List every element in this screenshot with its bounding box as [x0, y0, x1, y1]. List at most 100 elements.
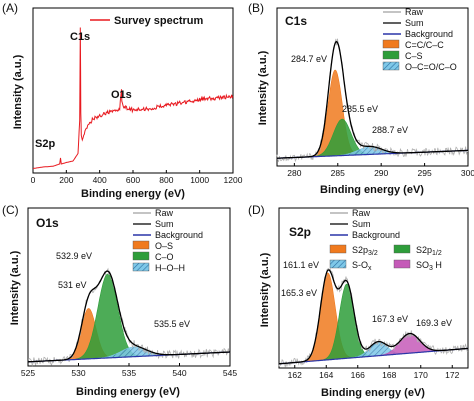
legend-b-4-swatch — [382, 50, 400, 60]
legend-c-3-label: O–S — [155, 241, 173, 251]
x-axis-label-c: Binding energy (eV) — [76, 386, 180, 398]
legend-b-5-swatch — [382, 61, 400, 71]
peak-label-b-2: 285.5 eV — [342, 104, 378, 114]
legend-d-1-label: Sum — [352, 219, 371, 229]
x-tick-label-c-1: 530 — [71, 368, 85, 378]
sum-line-d — [278, 269, 469, 365]
x-tick-label-b-0: 280 — [287, 168, 301, 178]
x-tick-label-d-3: 168 — [382, 370, 396, 380]
y-axis-label-b: Intensity (a.u.) — [257, 50, 269, 125]
x-axis-label-a: Binding energy (eV) — [81, 188, 185, 200]
peak-label-b-1: 284.7 eV — [291, 54, 327, 64]
panel-a: (A) 0 200 400 600 800 1000 1200 Intensity (a.u… — [2, 1, 243, 200]
legend-d-5-label: S-Ox — [352, 260, 372, 272]
y-axis-label-a: Intensity (a.u.) — [12, 54, 24, 129]
x-tick-label-b-2: 290 — [374, 168, 388, 178]
legend-d-3-swatch — [329, 244, 347, 254]
legend-b-3-label: C=C/C–C — [405, 40, 444, 50]
panel-label-b: (B) — [248, 1, 264, 15]
legend-d-0-label: Raw — [352, 208, 371, 218]
plot-area-a: 0 200 400 600 800 1000 1200 — [31, 27, 243, 185]
y-axis-label-c: Intensity (a.u.) — [9, 250, 21, 325]
legend-c-2-label: Background — [155, 230, 203, 240]
sum-line-b — [277, 40, 468, 159]
chart-title-c: O1s — [36, 216, 59, 230]
x-axis-label-d: Binding energy (eV) — [321, 387, 425, 399]
x-tick-label-a-1: 200 — [59, 175, 73, 185]
plot-area-d: 162 164 166 168 170 172 — [278, 267, 469, 380]
legend-d-4-swatch — [393, 244, 411, 254]
x-tick-label-d-0: 162 — [288, 370, 302, 380]
panel-b: (B) 280 285 290 295 300 C1s Intensity (a.u.)… — [248, 1, 474, 196]
sum-line-c — [28, 270, 230, 363]
peak-label-d-4: 169.3 eV — [416, 318, 452, 328]
peak-label-d-3: 167.3 eV — [372, 314, 408, 324]
x-tick-label-a-4: 800 — [159, 175, 173, 185]
legend-label-survey: Survey spectrum — [114, 15, 203, 27]
x-tick-label-d-2: 166 — [351, 370, 365, 380]
x-tick-label-a-5: 1000 — [190, 175, 209, 185]
chart-title-b: C1s — [285, 14, 307, 28]
x-axis-label-b: Binding energy (eV) — [320, 184, 424, 196]
x-tick-label-c-2: 535 — [122, 368, 136, 378]
x-tick-label-c-0: 525 — [21, 368, 35, 378]
legend-c-3-swatch — [132, 240, 150, 250]
legend-b-3-swatch — [382, 39, 400, 49]
x-tick-label-a-0: 0 — [31, 175, 36, 185]
legend-c-0-label: Raw — [155, 208, 174, 218]
x-tick-label-d-4: 170 — [414, 370, 428, 380]
legend-d-4-label: S2p1/2 — [416, 245, 442, 257]
peak-label-d-1: 161.1 eV — [283, 260, 319, 270]
peak-label-c-3: 535.5 eV — [154, 319, 190, 329]
plot-frame-a — [32, 7, 234, 174]
legend-c-1-label: Sum — [155, 219, 174, 229]
legend-c-5-swatch — [132, 262, 150, 272]
legend-d-6-label: SO3 H — [416, 260, 442, 272]
legend-b-1-label: Sum — [405, 18, 424, 28]
plot-frame-d — [278, 207, 469, 369]
peak-label-c-1: 531 eV — [58, 280, 87, 290]
legend-b-5-label: O–C=O/C–O — [405, 62, 457, 72]
panel-label-c: (C) — [2, 203, 19, 217]
legend-c-5-label: H–O–H — [155, 263, 185, 273]
plot-frame-b — [276, 7, 469, 167]
legend-c-4-label: C–O — [155, 252, 174, 262]
plot-area-b: 280 285 290 295 300 — [276, 38, 474, 178]
x-tick-label-a-6: 1200 — [224, 175, 243, 185]
series-line-survey — [32, 27, 234, 169]
x-tick-label-a-3: 600 — [126, 175, 140, 185]
x-tick-label-c-3: 540 — [172, 368, 186, 378]
peak-label-d-2: 165.3 eV — [281, 288, 317, 298]
plot-area-c: 525 530 535 540 545 — [21, 267, 237, 378]
annotation-c1s: C1s — [70, 31, 90, 43]
panel-c: (C) 525 530 535 540 545 O1s Intensity (a.u.)… — [2, 203, 237, 398]
peak-label-b-3: 288.7 eV — [372, 125, 408, 135]
x-tick-label-b-3: 295 — [417, 168, 431, 178]
x-tick-label-b-4: 300 — [461, 168, 474, 178]
y-axis-label-d: Intensity (a.u.) — [259, 252, 271, 327]
legend-d-2-label: Background — [352, 230, 400, 240]
x-tick-label-b-1: 285 — [331, 168, 345, 178]
legend-d-3-label: S2p3/2 — [352, 245, 378, 257]
panel-label-a: (A) — [2, 1, 18, 15]
raw-line-c — [28, 267, 231, 367]
legend-b-0-label: Raw — [405, 7, 424, 17]
annotation-o1s: O1s — [111, 89, 132, 101]
legend-b-4-label: C–S — [405, 51, 423, 61]
chart-title-d: S2p — [289, 225, 311, 239]
x-tick-label-d-1: 164 — [319, 370, 333, 380]
legend-d-6-swatch — [393, 259, 411, 269]
legend-b-2-label: Background — [405, 29, 453, 39]
x-tick-label-d-5: 172 — [445, 370, 459, 380]
peak-label-c-2: 532.9 eV — [56, 251, 92, 261]
annotation-s2p: S2p — [35, 138, 55, 150]
x-tick-label-c-4: 545 — [223, 368, 237, 378]
x-tick-label-a-2: 400 — [93, 175, 107, 185]
legend-d-5-swatch — [329, 259, 347, 269]
legend-c-4-swatch — [132, 251, 150, 261]
panel-label-d: (D) — [248, 203, 265, 217]
